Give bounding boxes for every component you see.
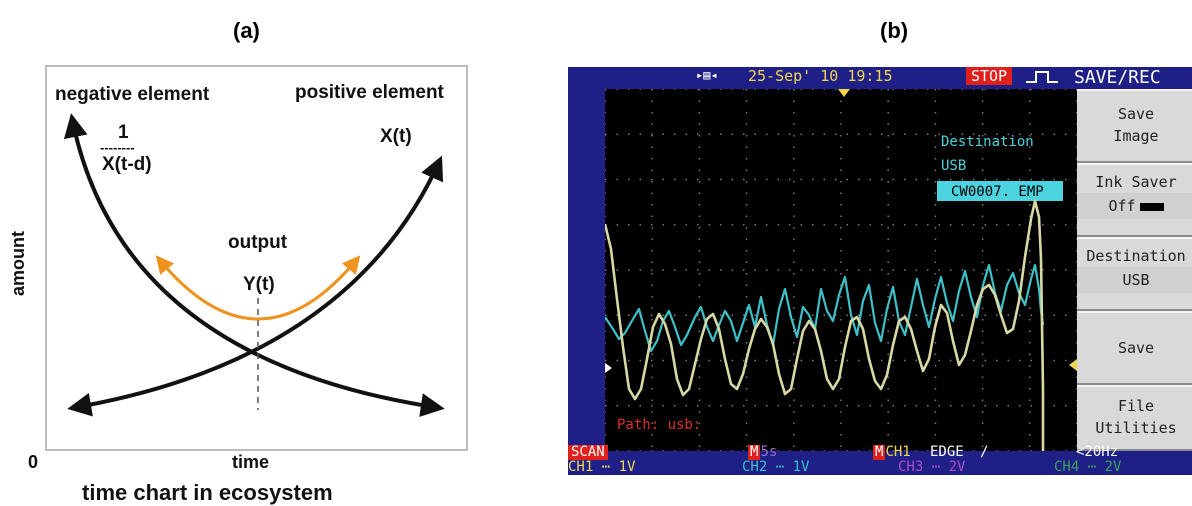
negative-element-label: negative element	[55, 84, 210, 105]
save-image-button[interactable]: Save Image	[1077, 89, 1192, 163]
date-time: 25-Sep' 10 19:15	[748, 67, 893, 85]
save-label: Save	[1117, 339, 1155, 357]
y-t-label: Y(t)	[243, 274, 275, 295]
negative-element-curve	[63, 113, 445, 418]
plot-frame	[45, 65, 468, 451]
file-utilities-button[interactable]: File Utilities	[1077, 385, 1192, 451]
frequency: <20Hz	[1076, 444, 1119, 460]
timebase: 5s	[760, 444, 778, 460]
ch1-scale: 1V	[618, 459, 636, 475]
pulse-icon	[1026, 71, 1058, 83]
status-row-1: SCAN M 5s M CH1 EDGE ∕ <20Hz	[568, 445, 1192, 460]
overlay-destination-label: Destination	[941, 134, 1034, 150]
overlay-destination-value: USB	[941, 158, 966, 174]
scope-display: Destination USB CW0007. EMP Path: usb:	[605, 89, 1077, 451]
destination-value: USB	[1077, 267, 1192, 293]
positive-element-label: positive element	[295, 82, 445, 103]
ch4-scale: 2V	[1104, 459, 1122, 475]
trigger-level-marker	[1069, 359, 1077, 371]
ch2-label: CH2	[742, 459, 768, 475]
x-axis-label: time	[232, 452, 269, 472]
ch4-label: CH4	[1054, 459, 1080, 475]
ch-ground-marker	[605, 363, 612, 373]
panel-a-label: (a)	[233, 18, 260, 43]
ch1-label: CH1	[568, 459, 594, 475]
save-image-label-1: Save	[1117, 105, 1155, 123]
trigger-source: CH1	[885, 444, 911, 460]
x-t-label: X(t)	[380, 126, 412, 147]
file-utilities-label-2: Utilities	[1095, 419, 1177, 437]
chart-caption: time chart in ecosystem	[82, 480, 333, 505]
timebase-m-box: M	[748, 444, 761, 460]
origin-label: 0	[28, 452, 38, 472]
destination-button[interactable]: Destination USB	[1077, 237, 1192, 311]
overlay-path: Path: usb:	[617, 417, 701, 433]
file-utilities-label-1: File	[1117, 397, 1155, 415]
ch3-label: CH3	[898, 459, 924, 475]
ch3-scale: 2V	[948, 459, 966, 475]
panel-b-label: (b)	[880, 18, 909, 43]
toggle-off-icon	[1139, 202, 1164, 211]
inverse-numerator: 1	[118, 122, 129, 143]
trigger-slope: ∕	[980, 444, 989, 460]
ink-saver-value: Off	[1108, 197, 1136, 215]
trigger-position-marker	[838, 89, 850, 97]
menu-title: SAVE/REC	[1074, 67, 1161, 88]
ch2-scale: 1V	[792, 459, 810, 475]
acquisition-icon: ▸▤◂	[696, 68, 718, 82]
trigger-m-box: M	[873, 444, 886, 460]
y-axis-label: amount	[8, 231, 28, 296]
output-label: output	[228, 232, 288, 253]
filename-box	[937, 181, 1063, 201]
ink-saver-button[interactable]: Ink Saver Off	[1077, 163, 1192, 237]
scan-mode: SCAN	[568, 445, 608, 460]
status-row-2: CH1 ⋯ 1V CH2 ⋯ 1V CH3 ⋯ 2V CH4 ⋯ 2V	[568, 459, 1122, 475]
side-menu: Save Image Ink Saver Off Destination USB…	[1077, 89, 1192, 451]
trigger-type: EDGE	[930, 444, 964, 460]
ink-saver-label: Ink Saver	[1095, 173, 1177, 191]
overlay-filename: CW0007. EMP	[951, 184, 1044, 200]
destination-label: Destination	[1086, 247, 1186, 265]
save-button[interactable]: Save	[1077, 311, 1192, 385]
inverse-denominator: X(t-d)	[102, 154, 152, 175]
oscilloscope-screen: ▸▤◂ 25-Sep' 10 19:15 STOP SAVE/REC Desti…	[568, 67, 1192, 475]
stop-indicator: STOP	[966, 67, 1012, 85]
ecosystem-time-chart: negative element positive element 1 ----…	[8, 65, 468, 505]
inverse-fraction-bar: --------	[100, 140, 135, 155]
output-curve	[155, 255, 361, 321]
ch1-trace	[605, 199, 1045, 451]
save-image-label-2: Image	[1113, 127, 1159, 145]
